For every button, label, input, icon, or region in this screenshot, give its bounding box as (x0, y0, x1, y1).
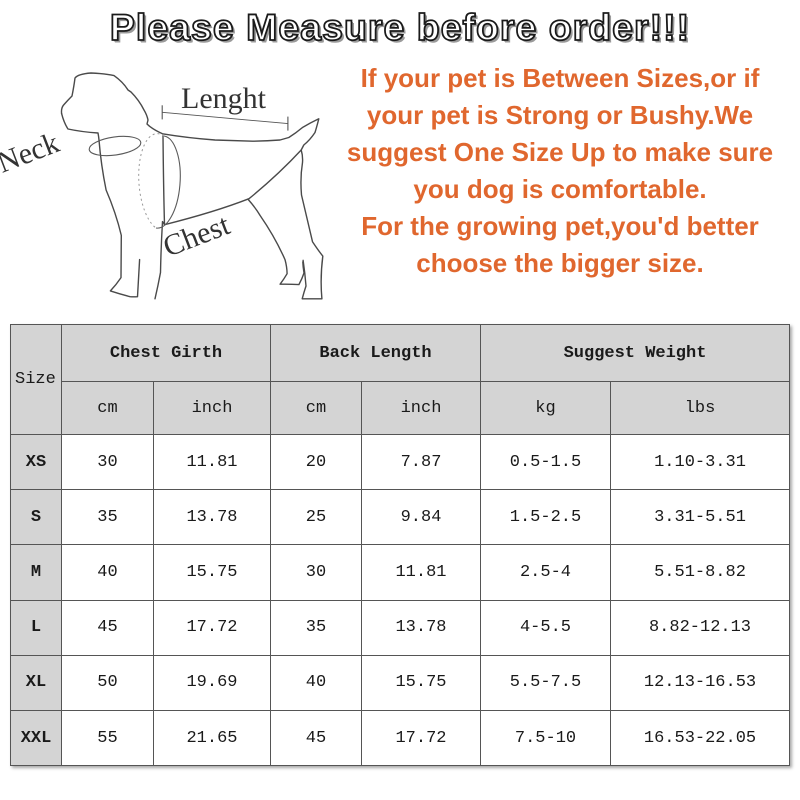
svg-text:Lenght: Lenght (181, 82, 267, 115)
svg-text:Neck: Neck (0, 126, 64, 179)
